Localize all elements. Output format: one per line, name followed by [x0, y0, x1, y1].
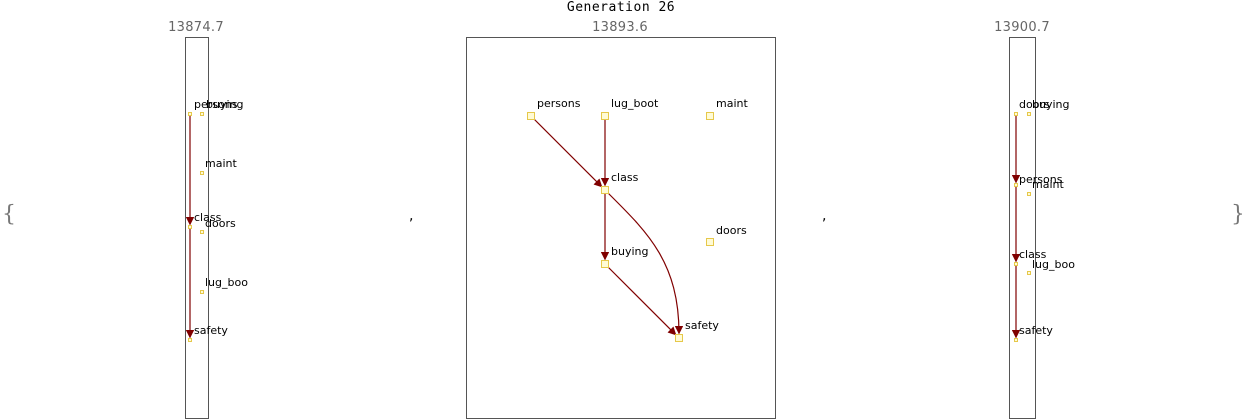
graph-2-edge-class-to-safety [604, 189, 684, 335]
graph-3-label-class: class [1019, 248, 1047, 261]
graph-3-panel [1009, 37, 1036, 419]
graph-1-node-lug_boot [200, 290, 204, 294]
graph-2-label-doors: doors [716, 224, 747, 237]
graph-2-edge-buying-to-safety [604, 263, 677, 336]
graph-2-node-safety [675, 334, 683, 342]
graph-1-label-persons: persons [194, 98, 238, 111]
generation-title: Generation 26 [566, 0, 676, 15]
graph-1-label-class: class [194, 211, 222, 224]
close-brace: } [1231, 202, 1242, 227]
graph-2-node-lug_boot [601, 112, 609, 120]
graph-1-label-buying: buying [206, 98, 243, 111]
graph-2-label-lug_boot: lug_boot [611, 97, 659, 110]
graph-3-label-safety: safety [1019, 324, 1053, 337]
graph-3-label-doors: doors [1019, 98, 1050, 111]
graph-3-label-persons: persons [1019, 173, 1063, 186]
graph-3-label-lug_boot: lug_boo [1032, 258, 1075, 271]
graph-3-node-doors [1014, 112, 1018, 116]
graph-2-node-maint [706, 112, 714, 120]
graph-3-node-buying [1027, 112, 1031, 116]
graph-3-label-buying: buying [1032, 98, 1069, 111]
graph-3-node-class [1014, 262, 1018, 266]
graph-2-label-buying: buying [611, 245, 648, 258]
graph-2-node-class [601, 186, 609, 194]
graph-1-score: 13874.7 [168, 20, 224, 35]
separator-comma-1: , [409, 208, 414, 224]
graph-2-label-safety: safety [685, 319, 719, 332]
graph-1-node-class [188, 225, 192, 229]
graph-1-node-safety [188, 338, 192, 342]
separator-comma-2: , [822, 208, 827, 224]
graph-2-node-buying [601, 260, 609, 268]
graph-2-score: 13893.6 [592, 20, 648, 35]
graph-1-label-safety: safety [194, 324, 228, 337]
graph-3-node-safety [1014, 338, 1018, 342]
graph-3-node-persons [1014, 183, 1018, 187]
graph-1-label-maint: maint [205, 157, 237, 170]
graph-1-label-lug_boot: lug_boo [205, 276, 248, 289]
graph-2-node-persons [527, 112, 535, 120]
graph-3-node-lug_boot [1027, 271, 1031, 275]
graph-2-panel [466, 37, 776, 419]
open-brace: { [2, 202, 16, 227]
graph-1-label-doors: doors [205, 217, 236, 230]
graph-3-node-maint [1027, 192, 1031, 196]
graph-2-node-doors [706, 238, 714, 246]
graph-1-node-doors [200, 230, 204, 234]
graph-2-label-persons: persons [537, 97, 581, 110]
graph-2-label-class: class [611, 171, 639, 184]
graph-1-node-buying [200, 112, 204, 116]
graph-2-label-maint: maint [716, 97, 748, 110]
graph-1-node-persons [188, 112, 192, 116]
graph-1-node-maint [200, 171, 204, 175]
graph-3-score: 13900.7 [994, 20, 1050, 35]
graph-3-label-maint: maint [1032, 178, 1064, 191]
graph-2-edge-persons-to-class [530, 115, 603, 188]
